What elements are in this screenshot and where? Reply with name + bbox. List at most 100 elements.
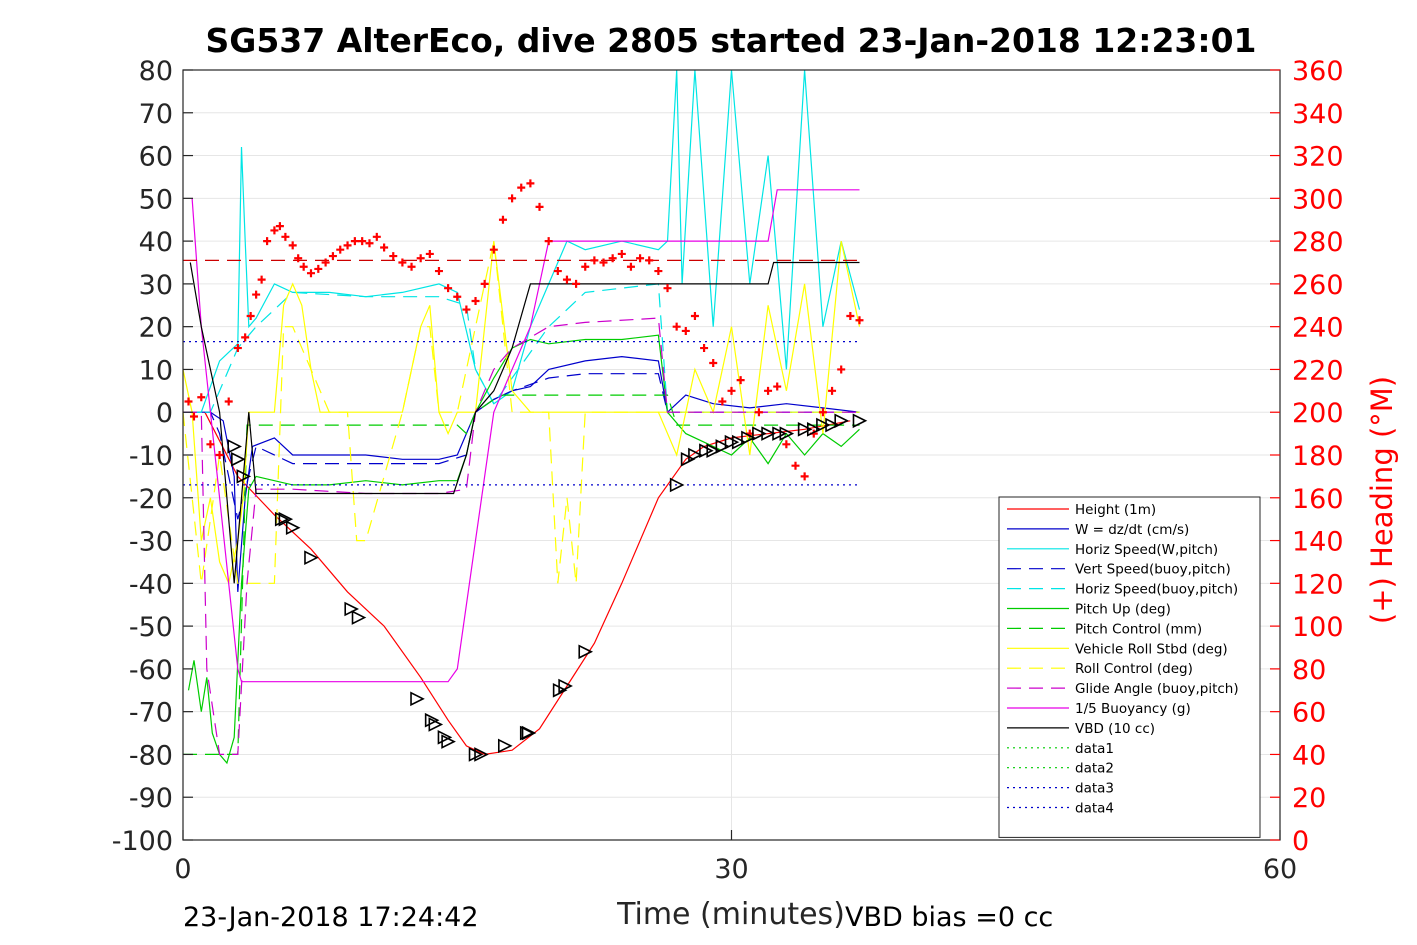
height-marker bbox=[285, 520, 301, 536]
y2-tick-label: 180 bbox=[1292, 441, 1344, 472]
legend-label: Horiz Speed(buoy,pitch) bbox=[1075, 582, 1238, 598]
legend-label: Height (1m) bbox=[1075, 502, 1156, 518]
legend-label: Roll Control (deg) bbox=[1075, 661, 1193, 677]
height-marker bbox=[699, 443, 714, 459]
heading-point bbox=[314, 264, 323, 273]
height-marker bbox=[424, 712, 440, 728]
axes-layer: 80706050403020100-10-20-30-40-50-60-70-8… bbox=[112, 56, 1344, 885]
height-marker bbox=[351, 610, 367, 625]
height-marker bbox=[227, 439, 242, 454]
heading-point bbox=[434, 267, 443, 276]
heading-point bbox=[462, 305, 471, 314]
heading-point bbox=[328, 252, 337, 261]
heading-point bbox=[299, 262, 308, 271]
height-marker bbox=[732, 434, 747, 450]
heading-point bbox=[562, 275, 571, 284]
heading-point bbox=[241, 333, 250, 342]
height-marker bbox=[231, 451, 246, 467]
heading-point bbox=[672, 322, 681, 331]
y-tick-label: -50 bbox=[129, 612, 173, 643]
y2-tick-label: 200 bbox=[1292, 398, 1344, 429]
y2-tick-label: 60 bbox=[1292, 698, 1326, 729]
y2-tick-label: 360 bbox=[1292, 56, 1344, 87]
y-tick-label: 70 bbox=[139, 99, 173, 130]
heading-point bbox=[681, 326, 690, 335]
heading-point bbox=[690, 311, 699, 320]
x-tick-label: 60 bbox=[1263, 854, 1297, 885]
y2-tick-label: 80 bbox=[1292, 655, 1326, 686]
heading-point bbox=[764, 386, 773, 395]
legend-label: Glide Angle (buoy,pitch) bbox=[1075, 681, 1239, 697]
heading-point bbox=[350, 237, 359, 246]
height-marker bbox=[304, 550, 319, 565]
height-marker bbox=[558, 678, 573, 694]
y-tick-label: 10 bbox=[139, 355, 173, 386]
heading-point bbox=[773, 382, 782, 391]
x-tick-label: 30 bbox=[714, 854, 748, 885]
legend-label: Pitch Control (mm) bbox=[1075, 621, 1202, 637]
height-marker bbox=[779, 426, 795, 441]
height-marker bbox=[852, 413, 868, 429]
heading-point bbox=[358, 237, 367, 246]
legend-label: Vehicle Roll Stbd (deg) bbox=[1075, 641, 1228, 657]
heading-point bbox=[553, 267, 562, 276]
heading-point bbox=[535, 202, 544, 211]
height-marker bbox=[741, 430, 756, 446]
heading-point bbox=[498, 215, 507, 224]
heading-point bbox=[365, 239, 374, 248]
heading-point bbox=[407, 262, 416, 271]
height-marker bbox=[724, 434, 740, 450]
heading-point bbox=[343, 241, 352, 250]
height-marker bbox=[441, 734, 456, 749]
heading-point bbox=[215, 451, 224, 459]
y2-tick-label: 0 bbox=[1292, 826, 1309, 857]
height-marker bbox=[825, 417, 840, 433]
legend-label: Vert Speed(buoy,pitch) bbox=[1075, 562, 1231, 578]
heading-point bbox=[544, 237, 553, 246]
height-marker bbox=[834, 413, 849, 429]
y2-tick-label: 300 bbox=[1292, 184, 1344, 215]
heading-point bbox=[663, 284, 672, 293]
heading-point bbox=[252, 290, 261, 299]
heading-point bbox=[389, 252, 398, 261]
y2-tick-label: 100 bbox=[1292, 612, 1344, 643]
heading-point bbox=[791, 461, 800, 470]
series-line-11 bbox=[189, 261, 860, 584]
y-tick-label: 40 bbox=[139, 227, 173, 258]
heading-point bbox=[189, 412, 198, 421]
heading-point bbox=[184, 397, 193, 406]
heading-point bbox=[288, 241, 297, 250]
heading-point bbox=[471, 297, 480, 305]
heading-point bbox=[321, 258, 330, 267]
series-line-6 bbox=[183, 394, 860, 756]
height-marker bbox=[521, 725, 537, 741]
y-tick-label: 60 bbox=[139, 142, 173, 173]
heading-point bbox=[754, 408, 763, 417]
heading-point bbox=[626, 262, 635, 271]
heading-point bbox=[257, 275, 266, 284]
legend-label: data1 bbox=[1075, 741, 1114, 757]
heading-point bbox=[294, 254, 303, 263]
heading-point bbox=[425, 249, 434, 258]
x-tick-label: 0 bbox=[174, 854, 191, 885]
heading-point bbox=[246, 311, 255, 320]
y2-tick-label: 160 bbox=[1292, 484, 1344, 515]
height-marker bbox=[274, 511, 290, 527]
height-marker bbox=[688, 447, 703, 463]
legend-label: 1/5 Buoyancy (g) bbox=[1075, 701, 1191, 717]
heading-point bbox=[398, 258, 407, 267]
height-marker bbox=[278, 511, 294, 527]
heading-point bbox=[617, 249, 626, 258]
heading-point bbox=[818, 408, 827, 417]
height-marker bbox=[474, 747, 489, 762]
height-marker bbox=[806, 422, 822, 437]
heading-point bbox=[608, 254, 617, 263]
y-tick-label: -70 bbox=[129, 698, 173, 729]
series-line-0 bbox=[204, 411, 851, 756]
height-marker bbox=[680, 451, 696, 467]
heading-point bbox=[654, 267, 663, 276]
y-tick-label: 50 bbox=[139, 184, 173, 215]
heading-point bbox=[828, 386, 837, 395]
height-marker bbox=[706, 443, 722, 459]
